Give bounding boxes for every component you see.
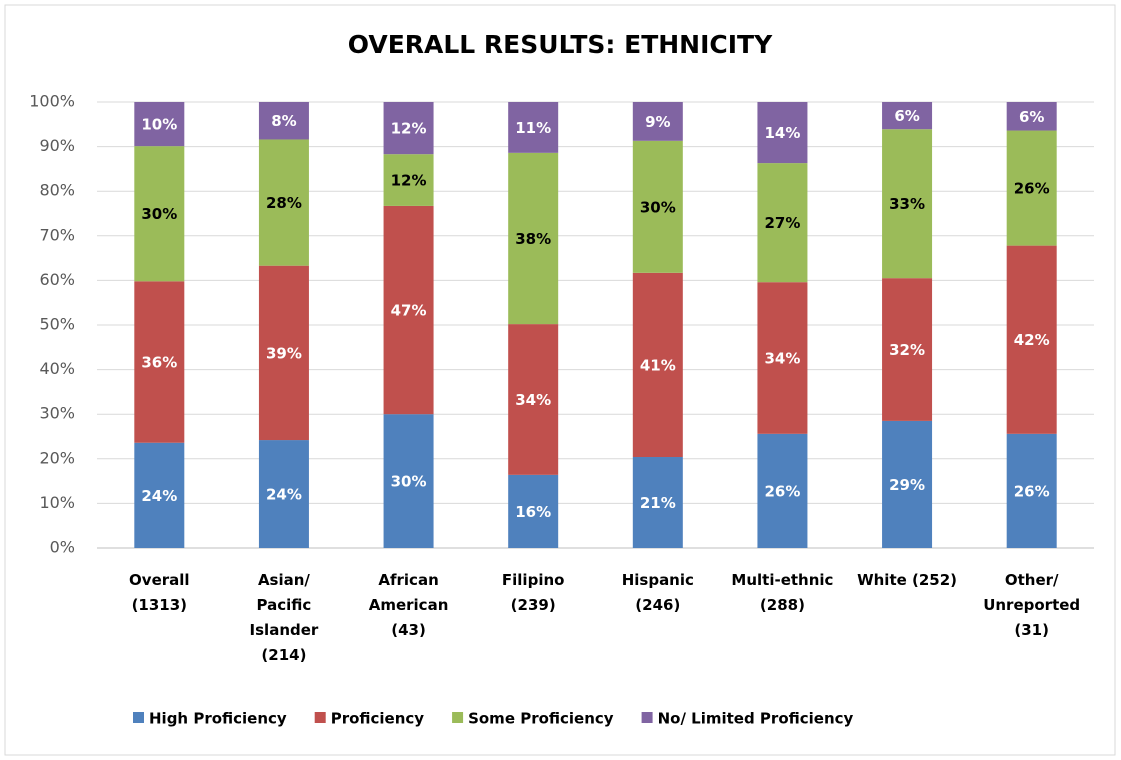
value-label: 36%: [141, 354, 177, 372]
bar-segment: [882, 420, 933, 548]
x-tick-label: Hispanic (246): [622, 571, 694, 614]
legend-label: Some Proficiency: [468, 710, 614, 728]
bar-segment: [258, 102, 309, 140]
value-label: 12%: [391, 120, 427, 138]
value-label: 30%: [391, 473, 427, 491]
bar-segment: [134, 102, 185, 147]
legend-label: No/ Limited Proficiency: [658, 710, 854, 728]
chart-title: OVERALL RESULTS: ETHNICITY: [348, 30, 773, 59]
bar-segment: [1006, 130, 1057, 246]
bar-segment: [1006, 433, 1057, 548]
value-label: 34%: [764, 350, 800, 368]
value-label: 26%: [1014, 482, 1050, 500]
bar-segment: [258, 440, 309, 548]
bar-segment: [882, 278, 933, 421]
bar-segment: [508, 324, 559, 475]
y-tick-label: 100%: [29, 92, 75, 111]
legend-label: High Proficiency: [149, 710, 287, 728]
bar-segment: [134, 442, 185, 548]
bar-segment: [134, 281, 185, 443]
value-label: 34%: [515, 391, 551, 409]
value-label: 21%: [640, 494, 676, 512]
bar-segment: [757, 163, 808, 283]
y-tick-label: 0%: [50, 538, 75, 557]
value-label: 26%: [764, 482, 800, 500]
bar-segment: [508, 152, 559, 325]
value-label: 6%: [894, 107, 919, 125]
bar-segment: [632, 272, 683, 458]
y-tick-label: 20%: [39, 448, 75, 467]
bar-segment: [1006, 245, 1057, 434]
bar-segment: [757, 102, 808, 164]
value-label: 12%: [391, 172, 427, 190]
value-label: 38%: [515, 230, 551, 248]
bar-segment: [258, 265, 309, 441]
x-tick-label: Asian/Pacific Islander (214): [250, 571, 319, 664]
value-label: 41%: [640, 356, 676, 374]
value-label: 26%: [1014, 180, 1050, 198]
bar-segment: [757, 433, 808, 548]
y-tick-label: 60%: [39, 270, 75, 289]
x-tick-label: Other/Unreported (31): [983, 571, 1080, 639]
value-label: 16%: [515, 503, 551, 521]
y-tick-label: 40%: [39, 359, 75, 378]
legend-swatch: [641, 712, 653, 723]
bar-segment: [383, 414, 434, 548]
value-label: 6%: [1019, 108, 1044, 126]
x-tick-label: African American (43): [369, 571, 449, 639]
legend-label: Proficiency: [331, 710, 425, 728]
y-tick-label: 30%: [39, 404, 75, 423]
bar-segment: [383, 102, 434, 155]
x-tick-label: White (252): [857, 571, 957, 589]
bar-segment: [383, 205, 434, 415]
bar-segment: [1006, 102, 1057, 131]
legend-swatch: [314, 712, 326, 723]
y-tick-label: 50%: [39, 315, 75, 334]
bar-segment: [632, 140, 683, 273]
bar-segment: [508, 474, 559, 548]
bar-segment: [632, 102, 683, 141]
value-label: 27%: [764, 214, 800, 232]
bar-segment: [258, 139, 309, 266]
bar-segment: [508, 102, 559, 153]
value-label: 32%: [889, 341, 925, 359]
value-label: 39%: [266, 344, 302, 362]
bar-segment: [632, 457, 683, 548]
legend-swatch: [133, 712, 144, 723]
value-label: 42%: [1014, 331, 1050, 349]
legend-swatch: [452, 712, 464, 723]
value-label: 24%: [141, 487, 177, 505]
value-label: 29%: [889, 476, 925, 494]
x-tick-label: Overall (1313): [129, 571, 190, 614]
value-label: 11%: [515, 119, 551, 137]
value-label: 9%: [645, 113, 670, 131]
y-tick-label: 80%: [39, 181, 75, 200]
bar-segment: [383, 154, 434, 206]
bar-segment: [757, 282, 808, 434]
bar-segment: [882, 129, 933, 279]
x-tick-label: Filipino (239): [502, 571, 565, 614]
y-tick-label: 70%: [39, 225, 75, 244]
value-label: 28%: [266, 194, 302, 212]
value-label: 10%: [141, 116, 177, 134]
value-label: 30%: [141, 205, 177, 223]
value-label: 47%: [391, 302, 427, 320]
y-tick-label: 90%: [39, 136, 75, 155]
value-label: 14%: [764, 124, 800, 142]
value-label: 33%: [889, 195, 925, 213]
bar-segment: [134, 146, 185, 282]
value-label: 8%: [271, 112, 296, 130]
y-tick-label: 10%: [39, 493, 75, 512]
value-label: 24%: [266, 486, 302, 504]
value-label: 30%: [640, 198, 676, 216]
x-tick-label: Multi-ethnic (288): [731, 571, 833, 614]
bar-segment: [882, 102, 933, 130]
